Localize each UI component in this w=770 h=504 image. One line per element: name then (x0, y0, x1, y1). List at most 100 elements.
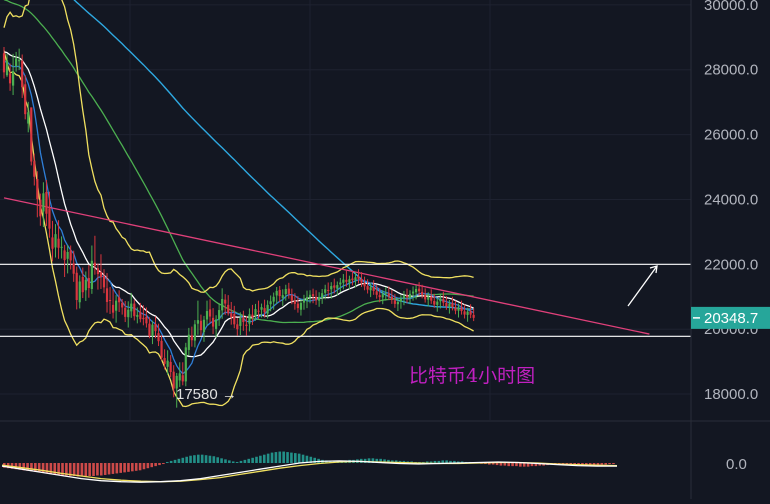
candle[interactable] (248, 308, 251, 332)
candle[interactable] (451, 296, 454, 311)
candle[interactable] (21, 54, 24, 98)
candle[interactable] (345, 270, 348, 287)
candle[interactable] (193, 320, 196, 348)
candle[interactable] (402, 290, 406, 306)
candle[interactable] (105, 273, 109, 313)
candle[interactable] (33, 153, 36, 186)
candle[interactable] (5, 53, 9, 77)
candle[interactable] (169, 355, 172, 378)
candle[interactable] (81, 267, 84, 299)
candle[interactable] (418, 282, 421, 296)
candles-layer[interactable] (2, 47, 475, 408)
candle[interactable] (72, 250, 75, 282)
candle[interactable] (90, 245, 93, 294)
candle[interactable] (251, 304, 254, 325)
candle[interactable] (393, 294, 396, 308)
candle[interactable] (284, 284, 287, 301)
candle[interactable] (318, 292, 321, 307)
candle[interactable] (414, 285, 418, 300)
candle[interactable] (157, 323, 160, 347)
candle[interactable] (208, 299, 212, 323)
candle[interactable] (421, 284, 424, 299)
candle[interactable] (375, 284, 378, 299)
candle[interactable] (211, 308, 215, 335)
candle[interactable] (396, 297, 399, 312)
candle[interactable] (311, 288, 315, 304)
candle[interactable] (466, 307, 469, 322)
candle[interactable] (178, 362, 181, 387)
candle[interactable] (11, 53, 15, 96)
candle[interactable] (302, 294, 306, 310)
candle[interactable] (408, 290, 412, 305)
candle[interactable] (269, 295, 272, 312)
candle[interactable] (281, 289, 284, 306)
candle[interactable] (384, 287, 387, 301)
candle[interactable] (454, 300, 457, 315)
candle[interactable] (333, 278, 336, 294)
candle[interactable] (239, 312, 242, 336)
candle[interactable] (30, 107, 33, 166)
candle[interactable] (308, 290, 312, 304)
candle[interactable] (263, 299, 266, 318)
candle[interactable] (36, 171, 39, 218)
candle[interactable] (469, 304, 472, 319)
candle[interactable] (369, 282, 372, 298)
candle[interactable] (187, 327, 190, 356)
candle[interactable] (8, 63, 12, 91)
candle[interactable] (124, 300, 127, 323)
candle[interactable] (348, 275, 351, 290)
candle[interactable] (227, 295, 230, 316)
candle[interactable] (296, 296, 300, 313)
candle[interactable] (160, 335, 163, 361)
candle[interactable] (354, 272, 357, 288)
candle[interactable] (48, 191, 51, 238)
candle[interactable] (360, 272, 363, 288)
candle[interactable] (275, 287, 278, 304)
candle[interactable] (115, 295, 118, 323)
candle[interactable] (199, 314, 203, 336)
candle[interactable] (78, 275, 81, 309)
candle[interactable] (181, 362, 184, 386)
candle[interactable] (175, 372, 178, 408)
candle[interactable] (218, 303, 221, 326)
candle[interactable] (15, 51, 18, 72)
candle[interactable] (272, 292, 275, 310)
candle[interactable] (133, 299, 136, 321)
candle[interactable] (399, 294, 403, 309)
candle[interactable] (351, 271, 354, 286)
candle[interactable] (430, 289, 433, 304)
candle[interactable] (245, 316, 248, 336)
candle[interactable] (327, 282, 330, 297)
candle[interactable] (224, 294, 227, 315)
candle[interactable] (278, 286, 281, 302)
candle[interactable] (381, 290, 384, 305)
candle[interactable] (60, 236, 63, 259)
candle[interactable] (118, 290, 121, 312)
candle[interactable] (102, 269, 106, 294)
candle[interactable] (148, 317, 151, 339)
candle[interactable] (87, 264, 90, 298)
candle[interactable] (305, 290, 309, 309)
candle[interactable] (411, 286, 415, 301)
candle[interactable] (445, 296, 448, 310)
candle[interactable] (427, 292, 430, 307)
candle[interactable] (424, 288, 427, 303)
candle[interactable] (366, 279, 369, 294)
candle[interactable] (190, 326, 193, 347)
candle[interactable] (390, 289, 393, 304)
candle[interactable] (436, 297, 439, 312)
candle[interactable] (2, 47, 6, 79)
candle[interactable] (96, 263, 100, 290)
candle[interactable] (299, 299, 303, 316)
candle[interactable] (339, 277, 342, 292)
candle[interactable] (405, 288, 409, 304)
candle[interactable] (321, 288, 324, 304)
candle[interactable] (266, 300, 269, 319)
candle[interactable] (24, 75, 27, 120)
candle[interactable] (184, 342, 187, 387)
candle[interactable] (342, 274, 345, 290)
candle[interactable] (372, 280, 375, 295)
candle[interactable] (57, 220, 60, 259)
